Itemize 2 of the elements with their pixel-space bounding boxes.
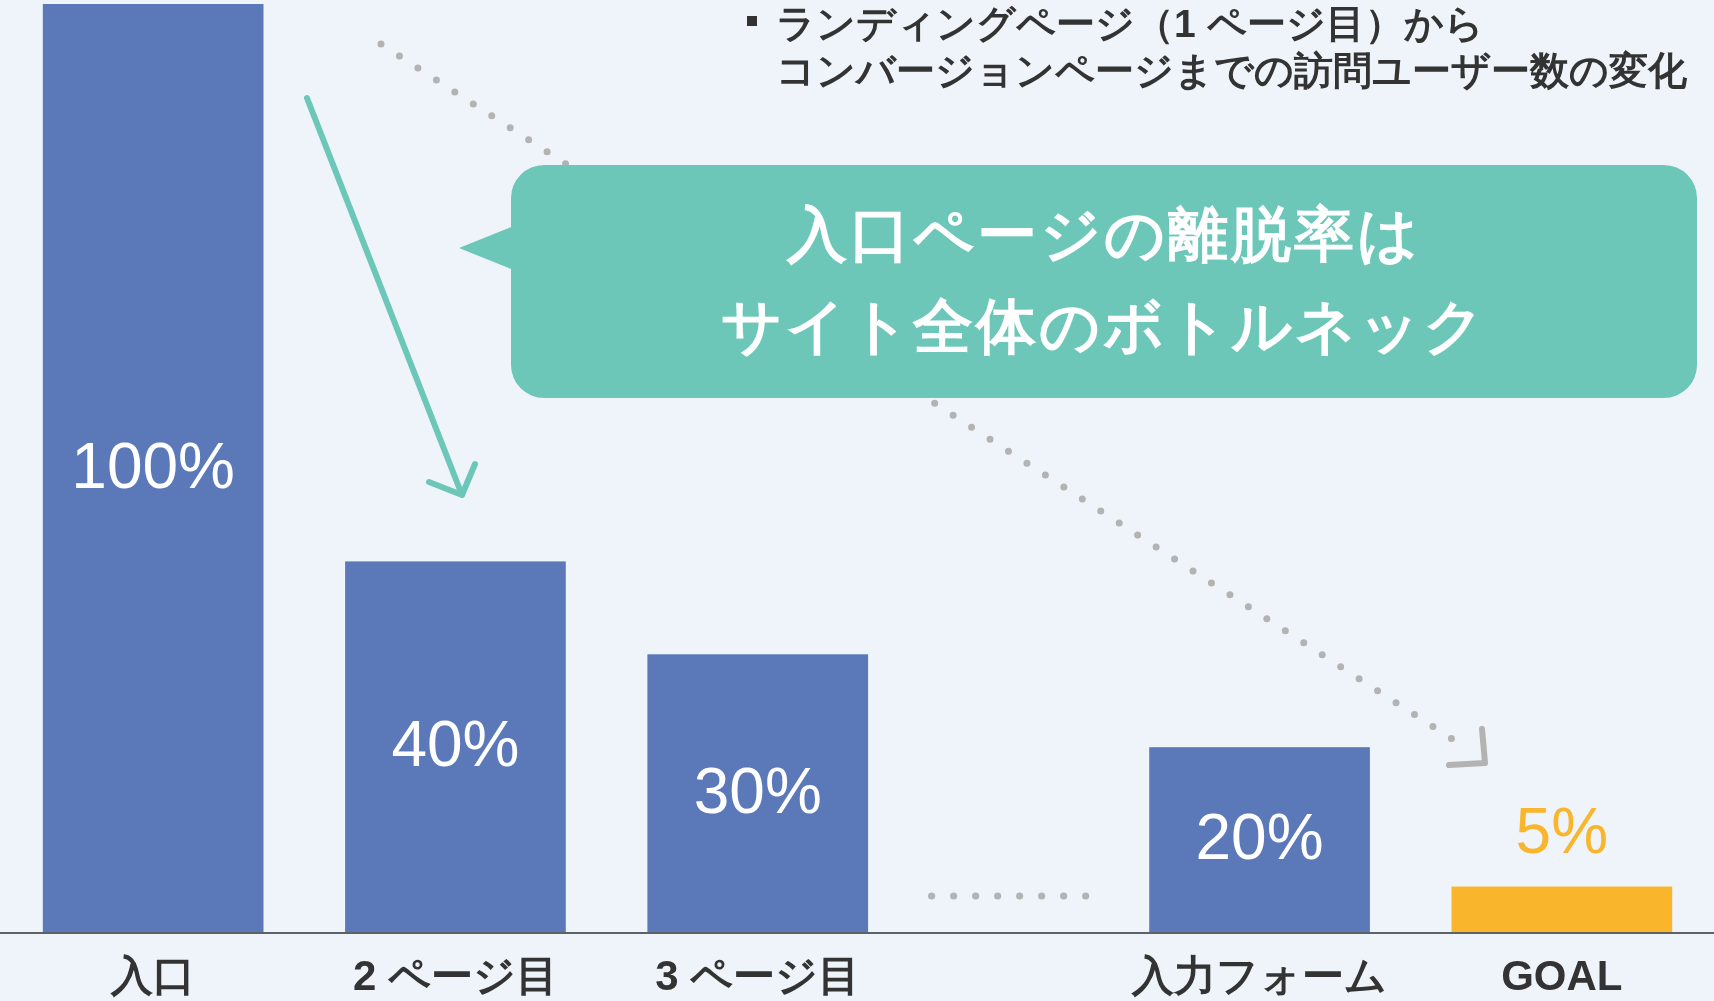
title: ランディングページ（1 ページ目）からコンバージョンページまでの訪問ユーザー数の変化 [776,2,1687,92]
annotation: 入口ページの離脱率はサイト全体のボトルネック [721,200,1487,360]
